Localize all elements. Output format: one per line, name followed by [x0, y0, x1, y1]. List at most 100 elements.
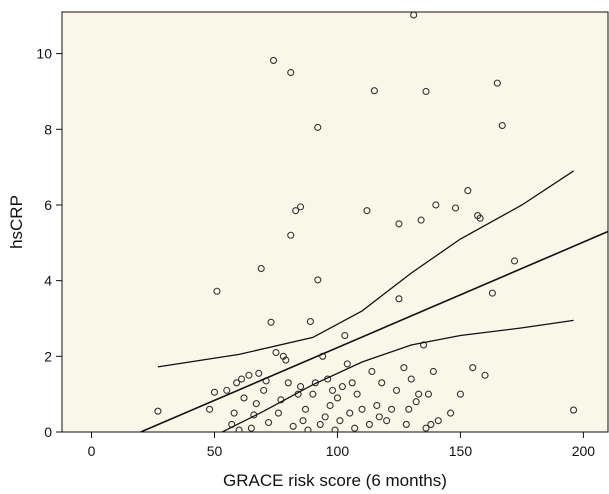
data-point-52: [338, 383, 346, 391]
data-point-86: [432, 201, 440, 209]
data-point-87: [434, 417, 442, 425]
data-point-49: [331, 426, 339, 432]
data-point-35: [299, 417, 307, 425]
data-point-75: [407, 375, 415, 383]
data-point-78: [415, 390, 423, 398]
data-point-59: [358, 405, 366, 413]
data-point-74: [405, 405, 413, 413]
data-point-71: [395, 220, 403, 228]
x-axis-title: GRACE risk score (6 months): [223, 471, 447, 490]
data-point-77: [412, 398, 420, 406]
data-point-100: [570, 406, 578, 414]
data-point-42: [314, 123, 322, 131]
regression-line: [140, 230, 608, 432]
y-axis-title: hsCRP: [7, 195, 26, 249]
data-point-94: [476, 214, 484, 222]
data-point-43: [316, 420, 324, 428]
data-point-8: [235, 426, 243, 432]
ci-lower-line: [220, 319, 574, 432]
data-point-99: [510, 257, 519, 265]
data-point-47: [326, 401, 334, 410]
data-point-16: [257, 264, 265, 273]
y-tick-label-2: 2: [44, 348, 52, 364]
data-point-84: [427, 420, 435, 428]
x-axis: 0 50 100 150 200: [88, 432, 596, 459]
data-point-62: [368, 367, 376, 376]
plot-area: [61, 11, 609, 433]
data-point-85: [429, 367, 437, 376]
data-point-98: [498, 121, 506, 130]
data-point-45: [321, 413, 329, 421]
data-point-15: [255, 369, 263, 377]
data-point-54: [343, 360, 351, 368]
data-point-22: [272, 348, 280, 357]
data-point-2: [210, 388, 219, 396]
data-points: [154, 12, 578, 432]
data-point-68: [388, 405, 396, 413]
y-axis: 0 2 4 6 8 10: [36, 46, 62, 440]
data-point-66: [378, 379, 386, 387]
data-point-83: [424, 390, 433, 398]
data-point-33: [297, 383, 305, 391]
data-point-26: [282, 356, 290, 364]
data-point-21: [269, 56, 278, 64]
data-point-19: [265, 418, 273, 427]
y-tick-label-4: 4: [44, 273, 52, 289]
data-point-76: [410, 12, 418, 19]
data-point-60: [363, 207, 371, 215]
y-tick-label-6: 6: [44, 197, 52, 213]
data-point-81: [422, 87, 430, 96]
data-point-12: [247, 424, 255, 432]
data-point-17: [260, 386, 268, 394]
data-point-28: [287, 68, 295, 77]
data-point-4: [223, 386, 231, 394]
data-point-48: [328, 386, 337, 394]
data-point-55: [346, 409, 354, 417]
data-point-6: [230, 409, 238, 417]
data-point-31: [292, 207, 300, 215]
data-point-90: [456, 390, 464, 398]
data-point-65: [375, 413, 383, 421]
data-point-64: [373, 401, 381, 410]
x-tick-label-200: 200: [572, 443, 596, 459]
x-tick-label-100: 100: [326, 443, 350, 459]
data-point-53: [341, 331, 349, 340]
y-tick-label-10: 10: [36, 46, 52, 62]
data-point-9: [237, 375, 246, 383]
data-point-50: [333, 394, 342, 402]
data-point-91: [464, 187, 472, 195]
data-point-61: [365, 420, 373, 428]
data-point-38: [306, 317, 314, 326]
data-point-70: [395, 295, 403, 303]
data-point-51: [336, 417, 344, 425]
data-point-69: [392, 386, 401, 394]
data-point-36: [301, 405, 310, 413]
data-point-96: [488, 289, 496, 297]
data-point-67: [383, 417, 391, 425]
data-point-34: [297, 203, 305, 211]
data-point-97: [493, 79, 501, 87]
x-tick-label-50: 50: [207, 443, 223, 459]
data-point-20: [267, 318, 275, 326]
fit-lines: [140, 170, 608, 432]
data-point-27: [284, 379, 292, 387]
data-point-88: [447, 409, 455, 417]
y-tick-label-0: 0: [44, 424, 52, 440]
data-point-3: [213, 287, 221, 295]
data-point-30: [289, 422, 297, 430]
data-point-7: [233, 379, 241, 387]
data-point-41: [314, 276, 322, 284]
data-point-82: [422, 424, 430, 432]
data-point-95: [481, 371, 489, 379]
data-point-10: [240, 394, 248, 402]
data-point-0: [154, 407, 162, 415]
data-point-23: [274, 409, 282, 417]
data-point-57: [351, 424, 359, 432]
data-point-73: [402, 420, 410, 428]
data-point-92: [469, 364, 477, 372]
data-point-58: [353, 390, 361, 398]
data-point-11: [245, 371, 253, 379]
data-point-79: [417, 216, 425, 224]
data-point-72: [400, 364, 408, 372]
